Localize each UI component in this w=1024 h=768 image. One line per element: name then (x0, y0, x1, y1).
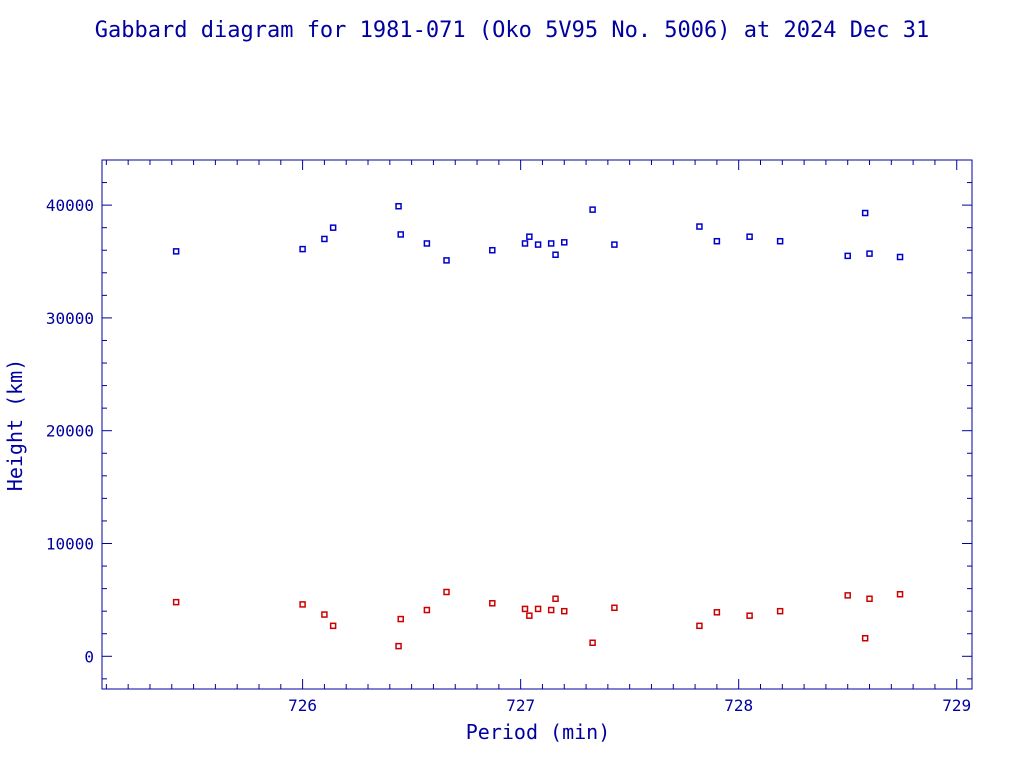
data-point (443, 257, 450, 264)
data-point (866, 595, 873, 603)
data-point (547, 606, 555, 614)
data-point (844, 592, 851, 599)
data-point (395, 202, 402, 210)
data-point (896, 591, 904, 598)
data-point (561, 239, 568, 246)
data-point (552, 595, 559, 603)
data-point (861, 634, 869, 642)
data-points (172, 202, 904, 650)
data-point (329, 224, 337, 231)
data-point (776, 607, 784, 615)
data-point (589, 639, 596, 647)
data-point (713, 609, 721, 616)
y-tick-label: 0 (84, 647, 94, 666)
data-point (172, 598, 180, 606)
data-point (534, 605, 542, 613)
x-tick-label: 727 (506, 696, 535, 715)
plot-frame (101, 159, 973, 690)
data-point (521, 605, 529, 613)
data-point (489, 246, 496, 254)
data-point (489, 600, 496, 607)
axis-ticks: 726 727 728 729 0 10000 20000 30000 40000 (46, 159, 972, 715)
y-tick-label: 40000 (46, 196, 94, 215)
data-point (561, 607, 568, 615)
data-point (776, 237, 784, 245)
data-point (611, 241, 618, 248)
data-point (299, 601, 306, 608)
data-point (696, 223, 703, 230)
data-point (746, 233, 753, 240)
data-point (397, 231, 404, 238)
data-point (521, 240, 529, 247)
data-point (866, 250, 873, 257)
plot-area (101, 159, 973, 690)
data-point (696, 622, 703, 630)
series-0 (172, 202, 904, 264)
data-point (397, 615, 404, 623)
data-point (896, 253, 904, 261)
data-point (526, 233, 533, 240)
data-point (547, 240, 555, 247)
data-point (611, 604, 618, 612)
y-tick-label: 30000 (46, 309, 94, 328)
data-point (861, 209, 869, 217)
data-point (172, 248, 180, 255)
data-point (423, 606, 431, 614)
y-tick-label: 10000 (46, 534, 94, 553)
data-point (321, 611, 328, 618)
data-point (423, 240, 431, 247)
x-tick-label: 729 (942, 696, 971, 715)
data-point (589, 206, 596, 213)
chart-title: Gabbard diagram for 1981-071 (Oko 5V95 N… (95, 18, 929, 43)
data-point (746, 612, 753, 619)
data-point (713, 237, 721, 245)
data-point (844, 252, 851, 260)
data-point (526, 612, 533, 619)
data-point (299, 245, 306, 253)
data-point (534, 241, 542, 248)
x-tick-label: 728 (724, 696, 753, 715)
x-tick-label: 726 (288, 696, 317, 715)
y-axis-label: Height (km) (3, 359, 27, 491)
x-axis-label: Period (min) (466, 720, 611, 744)
y-tick-label: 20000 (46, 422, 94, 441)
data-point (443, 588, 450, 596)
data-point (321, 235, 328, 243)
series-1 (172, 588, 904, 650)
data-point (395, 642, 402, 650)
data-point (552, 251, 559, 258)
data-point (329, 622, 337, 630)
